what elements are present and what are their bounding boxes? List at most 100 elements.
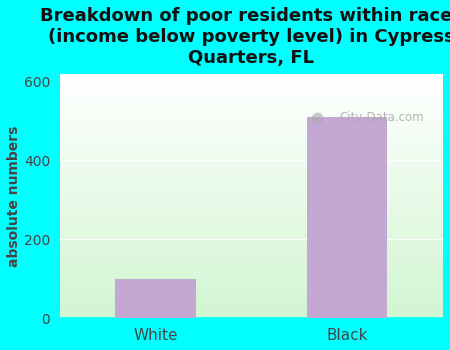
Bar [60, 115, 443, 117]
Bar [60, 261, 443, 262]
Bar [60, 198, 443, 200]
Text: ●: ● [310, 110, 323, 125]
Bar [60, 300, 443, 301]
Bar [60, 148, 443, 149]
Bar [60, 197, 443, 198]
Bar [60, 234, 443, 235]
Bar [60, 222, 443, 223]
Bar [60, 287, 443, 288]
Bar [60, 183, 443, 184]
Bar [60, 124, 443, 125]
Bar [60, 231, 443, 233]
Bar [60, 217, 443, 218]
Bar [60, 312, 443, 314]
Bar [60, 173, 443, 174]
Bar [60, 162, 443, 163]
Bar [60, 170, 443, 172]
Bar [60, 90, 443, 91]
Bar [60, 122, 443, 124]
Bar [60, 147, 443, 148]
Bar [60, 153, 443, 154]
Bar [60, 235, 443, 236]
Bar [60, 188, 443, 189]
Bar [60, 288, 443, 289]
Bar [60, 97, 443, 98]
Bar [60, 130, 443, 131]
Bar [60, 154, 443, 156]
Bar [60, 230, 443, 231]
Bar [60, 245, 443, 246]
Bar [60, 257, 443, 258]
Bar [60, 104, 443, 105]
Bar [60, 289, 443, 290]
Bar [60, 253, 443, 255]
Bar [115, 279, 196, 318]
Bar [60, 196, 443, 197]
Bar [60, 258, 443, 260]
Bar [60, 203, 443, 204]
Bar [60, 149, 443, 151]
Bar [60, 251, 443, 252]
Bar [60, 248, 443, 250]
Bar [60, 302, 443, 304]
Bar [60, 192, 443, 194]
Bar [60, 271, 443, 272]
Bar [60, 296, 443, 298]
Bar [60, 164, 443, 166]
Bar [60, 213, 443, 214]
Bar [60, 176, 443, 178]
Bar [60, 135, 443, 136]
Bar [60, 209, 443, 211]
Bar [60, 120, 443, 121]
Bar [60, 268, 443, 270]
Bar [60, 260, 443, 261]
Bar [60, 233, 443, 234]
Bar [60, 307, 443, 309]
Bar [60, 275, 443, 277]
Bar [60, 75, 443, 76]
Bar [60, 103, 443, 104]
Bar [60, 304, 443, 305]
Bar [60, 293, 443, 294]
Bar [60, 167, 443, 168]
Bar [60, 141, 443, 142]
Bar [60, 262, 443, 263]
Bar [60, 218, 443, 219]
Bar [60, 309, 443, 310]
Bar [60, 201, 443, 202]
Bar [60, 136, 443, 137]
Bar [60, 132, 443, 134]
Bar [60, 96, 443, 97]
Bar [60, 161, 443, 162]
Bar [60, 278, 443, 279]
Bar [60, 93, 443, 95]
Bar [60, 247, 443, 248]
Bar [60, 144, 443, 145]
Bar [60, 207, 443, 208]
Bar [60, 246, 443, 247]
Bar [60, 151, 443, 152]
Bar [60, 74, 443, 75]
Bar [60, 310, 443, 311]
Bar [60, 105, 443, 107]
Bar [60, 273, 443, 274]
Bar [60, 292, 443, 293]
Bar [60, 137, 443, 139]
Bar [60, 229, 443, 230]
Bar [60, 206, 443, 207]
Bar [60, 169, 443, 170]
Bar [60, 238, 443, 239]
Bar [60, 190, 443, 191]
Bar [60, 80, 443, 81]
Bar [60, 301, 443, 302]
Bar [60, 267, 443, 268]
Bar [60, 166, 443, 167]
Bar [60, 283, 443, 284]
Bar [60, 228, 443, 229]
Bar [60, 305, 443, 306]
Bar [60, 191, 443, 192]
Bar [60, 295, 443, 296]
Bar [60, 140, 443, 141]
Text: City-Data.com: City-Data.com [340, 111, 424, 124]
Bar [60, 179, 443, 180]
